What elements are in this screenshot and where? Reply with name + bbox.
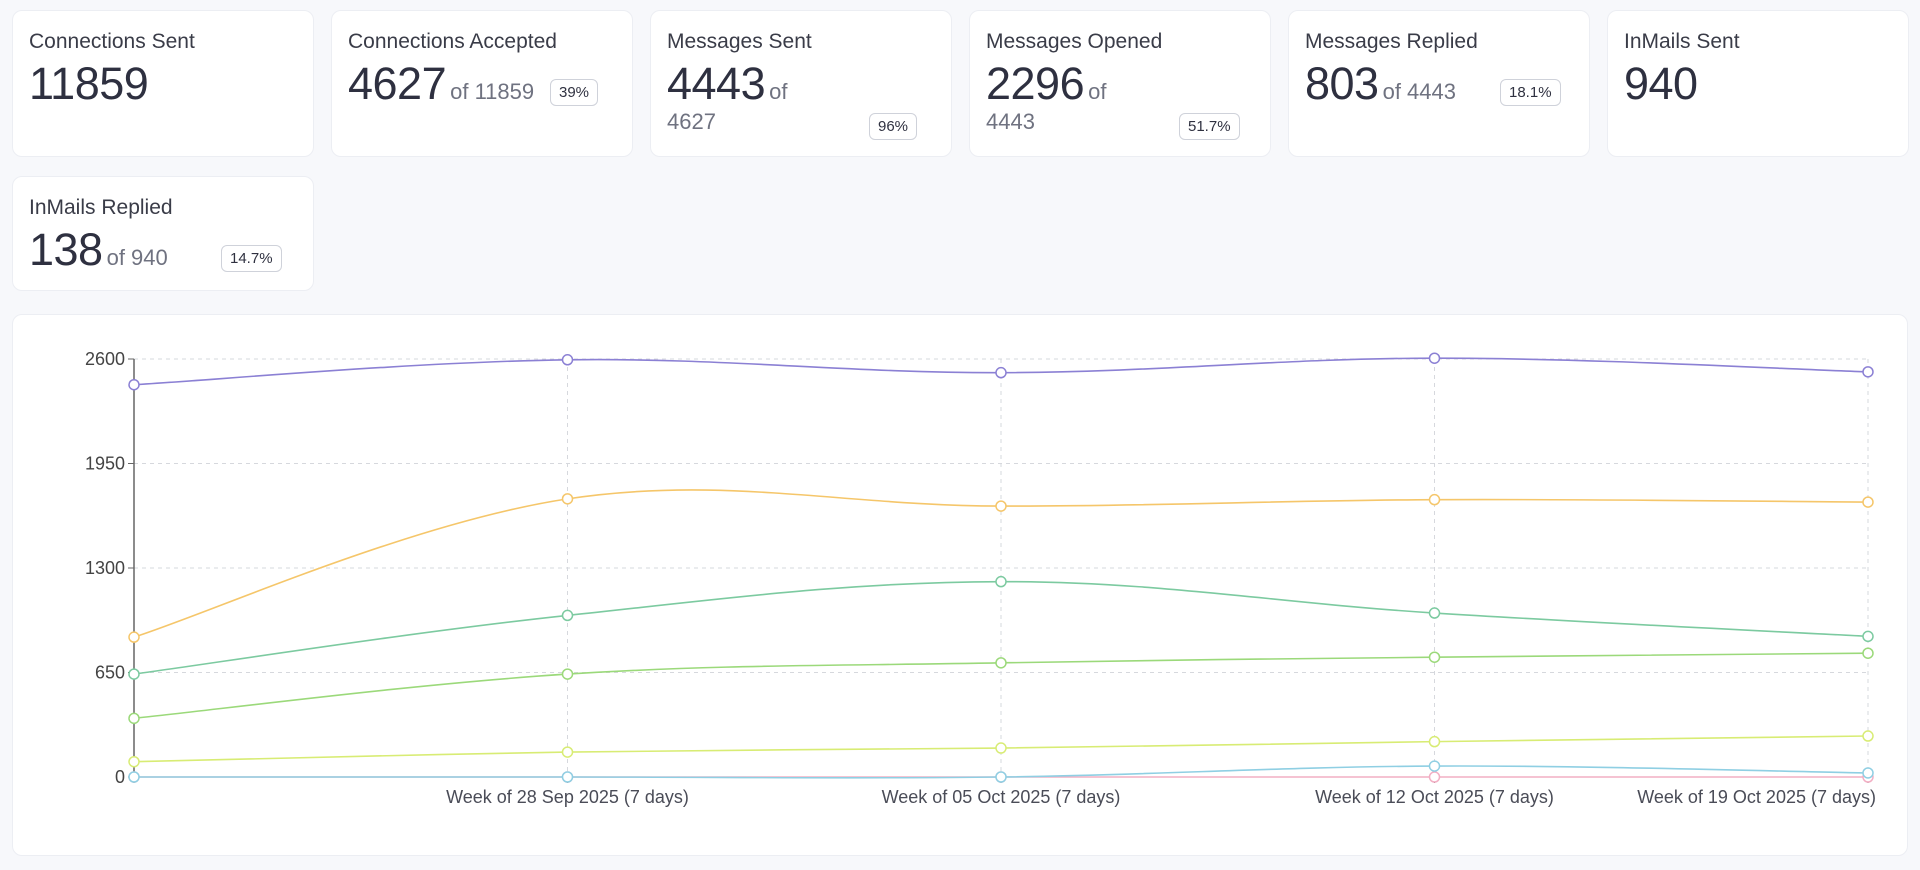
card-of-total: of 940 — [106, 245, 168, 270]
card-value: 803 — [1305, 58, 1379, 109]
card-title: Messages Sent — [667, 30, 812, 53]
data-point-marker[interactable] — [1862, 730, 1874, 742]
card-messages-opened: Messages Opened 2296 of 4443 51.7% — [969, 10, 1271, 157]
series-teal — [128, 575, 1874, 680]
series-green — [128, 647, 1874, 725]
data-point-marker[interactable] — [995, 771, 1007, 783]
card-title: Messages Replied — [1305, 30, 1478, 53]
data-point-marker[interactable] — [1428, 651, 1441, 663]
data-point-marker[interactable] — [561, 746, 574, 758]
card-of-total: of 4443 — [1382, 79, 1456, 104]
x-tick-label: Week of 19 Oct 2025 (7 days) — [1637, 787, 1876, 807]
data-point-marker[interactable] — [1862, 366, 1874, 378]
data-point-marker[interactable] — [561, 771, 574, 783]
x-tick-label: Week of 05 Oct 2025 (7 days) — [882, 787, 1121, 807]
card-value: 4627 — [348, 58, 447, 109]
y-tick-label: 0 — [115, 767, 125, 787]
card-value: 940 — [1624, 58, 1698, 109]
card-value: 2296 — [986, 58, 1085, 109]
data-point-marker[interactable] — [1428, 607, 1441, 619]
data-point-marker[interactable] — [128, 712, 140, 725]
x-tick-label: Week of 28 Sep 2025 (7 days) — [446, 787, 689, 807]
card-title: Connections Sent — [29, 30, 195, 53]
card-of-word: of — [1088, 79, 1107, 104]
data-point-marker[interactable] — [1428, 760, 1441, 772]
percent-badge: 96% — [869, 113, 918, 140]
card-inmails-sent: InMails Sent 940 — [1607, 10, 1909, 157]
percent-badge: 51.7% — [1179, 113, 1240, 140]
card-title: Connections Accepted — [348, 30, 557, 53]
data-point-marker[interactable] — [1862, 496, 1874, 508]
y-tick-label: 2600 — [85, 349, 125, 369]
card-title: Messages Opened — [986, 30, 1163, 53]
x-tick-label: Week of 12 Oct 2025 (7 days) — [1315, 787, 1554, 807]
line-chart-svg[interactable]: 2600 1950 1300 650 0 Week of 28 Sep 2025 (7 d… — [13, 315, 1909, 857]
activity-line-chart: 2600 1950 1300 650 0 Week of 28 Sep 2025 (7 d… — [12, 314, 1908, 856]
percent-badge: 39% — [550, 79, 599, 106]
data-point-marker[interactable] — [561, 609, 574, 622]
series-purple — [128, 352, 1874, 391]
card-value: 11859 — [29, 58, 149, 109]
y-tick-label: 1300 — [85, 558, 125, 578]
card-of-total: 4443 — [986, 109, 1035, 134]
data-point-marker[interactable] — [1428, 771, 1441, 783]
data-point-marker[interactable] — [1862, 647, 1874, 659]
data-point-marker[interactable] — [128, 771, 140, 783]
data-point-marker[interactable] — [128, 631, 140, 643]
data-point-marker[interactable] — [1428, 493, 1441, 506]
card-title: InMails Replied — [29, 196, 173, 219]
data-point-marker[interactable] — [995, 366, 1007, 379]
card-messages-sent: Messages Sent 4443 of 4627 96% — [650, 10, 952, 157]
data-point-marker[interactable] — [1862, 630, 1874, 643]
data-point-marker[interactable] — [561, 354, 574, 366]
data-point-marker[interactable] — [995, 657, 1007, 669]
percent-badge: 14.7% — [221, 245, 282, 272]
data-point-marker[interactable] — [1428, 735, 1441, 748]
data-point-marker[interactable] — [561, 668, 574, 680]
card-value: 138 — [29, 224, 103, 275]
card-of-total: of 11859 — [450, 79, 535, 104]
card-value: 4443 — [667, 58, 766, 109]
series-blue — [128, 760, 1874, 783]
data-point-marker[interactable] — [1862, 767, 1874, 779]
y-tick-label: 650 — [95, 663, 125, 683]
card-connections-accepted: Connections Accepted 4627 of 11859 39% — [331, 10, 633, 157]
data-point-marker[interactable] — [1428, 352, 1441, 364]
card-of-word: of — [769, 79, 788, 104]
card-connections-sent: Connections Sent 11859 — [12, 10, 314, 157]
card-messages-replied: Messages Replied 803 of 4443 18.1% — [1288, 10, 1590, 157]
series-yellowgreen — [128, 730, 1874, 768]
card-of-total: 4627 — [667, 109, 716, 134]
y-tick-label: 1950 — [85, 454, 125, 474]
card-inmails-replied: InMails Replied 138 of 940 14.7% — [12, 176, 314, 291]
data-point-marker[interactable] — [561, 493, 574, 505]
series-orange — [128, 489, 1874, 643]
data-point-marker[interactable] — [995, 742, 1007, 754]
data-point-marker[interactable] — [995, 575, 1007, 588]
data-point-marker[interactable] — [128, 755, 140, 768]
data-point-marker[interactable] — [995, 500, 1007, 512]
data-point-marker[interactable] — [128, 668, 140, 680]
percent-badge: 18.1% — [1500, 79, 1561, 106]
card-title: InMails Sent — [1624, 30, 1740, 53]
data-point-marker[interactable] — [128, 378, 140, 391]
